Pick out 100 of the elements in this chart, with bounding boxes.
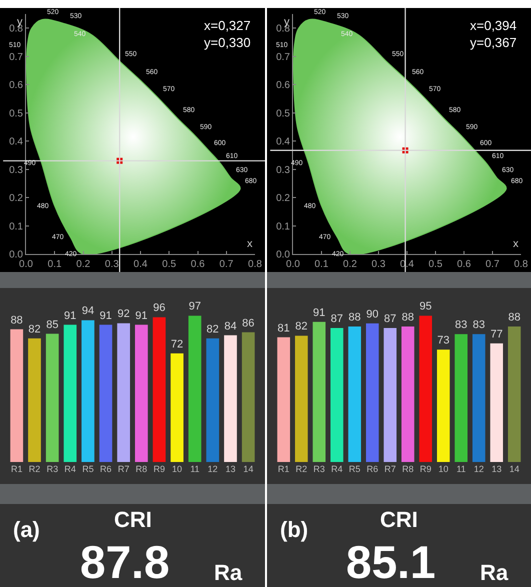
x-tick-label: R6 <box>100 464 112 474</box>
x-tick-label: 0.7 <box>219 259 234 270</box>
bar <box>312 322 326 462</box>
data-label: 88 <box>10 314 23 326</box>
data-label: 91 <box>100 310 112 322</box>
bar <box>152 317 166 462</box>
x-tick-label: R9 <box>420 464 432 474</box>
x-tick-label: 0.7 <box>486 259 500 270</box>
bar <box>401 326 414 462</box>
x-tick-label: R5 <box>82 464 94 474</box>
data-label: 85 <box>46 318 58 331</box>
annotation: x=0,327 <box>204 18 251 33</box>
x-tick-label: 0.8 <box>248 259 262 270</box>
annotation: y=0,330 <box>204 34 251 50</box>
y-tick-label: 0.6 <box>9 80 24 92</box>
x-tick-label: 0.2 <box>76 259 91 270</box>
y-tick-label: 0.3 <box>9 164 24 176</box>
data-label: 91 <box>135 310 148 322</box>
data-label: 83 <box>472 319 485 332</box>
bar <box>454 334 468 462</box>
bar <box>419 316 432 462</box>
x-tick-label: 0.0 <box>286 259 300 270</box>
data-label: 88 <box>402 311 414 324</box>
text: Ra <box>214 560 243 585</box>
x-tick-label: R2 <box>296 464 308 474</box>
x-tick-label: R7 <box>384 464 396 474</box>
data-label: 82 <box>295 320 308 333</box>
x-tick-label: R2 <box>28 464 40 474</box>
x-tick-label: R5 <box>348 464 360 474</box>
text: (b) <box>280 517 308 542</box>
data-label: 86 <box>242 317 254 330</box>
y-tick-label: 0.3 <box>276 164 290 176</box>
text: (a) <box>13 517 40 542</box>
x-tick-label: R8 <box>402 464 414 474</box>
bar <box>134 324 148 462</box>
x-tick-label: 0.6 <box>190 259 206 270</box>
y-tick-label: 0.2 <box>9 193 24 204</box>
x-tick-label: 12 <box>474 464 484 474</box>
y-tick-label: 0.7 <box>9 52 24 63</box>
x-tick-label: 0.1 <box>314 259 329 270</box>
x-tick-label: R1 <box>10 464 22 474</box>
bar <box>330 328 344 462</box>
data-label: 73 <box>437 334 450 347</box>
bar <box>295 336 308 462</box>
x-axis-title: x <box>247 238 253 250</box>
x-tick-label: 0.2 <box>343 259 358 270</box>
x-tick-label: R1 <box>278 464 290 474</box>
x-tick-label: 11 <box>456 464 466 474</box>
data-label: 91 <box>64 310 76 322</box>
x-tick-label: 0.0 <box>19 259 34 270</box>
x-tick-label: 11 <box>190 464 200 474</box>
y-tick-label: 0.6 <box>276 80 290 92</box>
bar <box>99 324 112 462</box>
data-label: 81 <box>278 322 290 334</box>
bar <box>28 338 41 462</box>
x-tick-label: R3 <box>46 464 58 474</box>
data-label: 87 <box>384 313 396 326</box>
x-tick-label: 0.5 <box>162 259 177 270</box>
annotation: x=0,394 <box>470 18 517 33</box>
annotation: y=0,367 <box>470 34 517 50</box>
text: Ra <box>480 560 509 585</box>
x-tick-label: 0.3 <box>372 259 386 270</box>
y-tick-label: 0.1 <box>276 221 290 232</box>
text: CRI <box>380 507 418 532</box>
x-tick-label: 14 <box>243 464 254 474</box>
x-tick-label: 0.8 <box>514 259 528 270</box>
x-tick-label: R8 <box>136 464 148 474</box>
x-tick-label: 10 <box>438 464 448 474</box>
x-tick-label: 14 <box>509 464 520 474</box>
x-tick-label: R4 <box>64 464 76 474</box>
bar <box>82 320 94 462</box>
y-tick-label: 0.1 <box>9 221 24 232</box>
data-label: 97 <box>188 300 201 313</box>
y-tick-label: 0.4 <box>276 136 290 148</box>
x-tick-label: 0.6 <box>457 259 472 270</box>
data-label: 82 <box>206 323 219 336</box>
bar <box>10 329 24 462</box>
bar <box>490 343 503 462</box>
data-label: 88 <box>508 311 520 324</box>
x-tick-label: 0.5 <box>428 259 443 270</box>
data-label: 72 <box>170 338 184 350</box>
x-tick-label: R9 <box>153 464 165 474</box>
x-tick-label: 0.1 <box>48 259 62 270</box>
bar <box>508 326 521 462</box>
bar <box>348 326 362 462</box>
x-tick-label: 12 <box>208 464 218 474</box>
data-label: 96 <box>153 302 166 314</box>
x-tick-label: R7 <box>118 464 130 474</box>
x-tick-label: R4 <box>331 464 343 474</box>
bar <box>242 332 255 462</box>
text: 85.1 <box>346 536 436 587</box>
data-label: 92 <box>117 308 130 320</box>
data-label: 94 <box>82 305 94 318</box>
x-tick-label: 10 <box>172 464 182 474</box>
x-tick-label: R6 <box>366 464 378 474</box>
y-tick-label: 0.0 <box>276 250 290 260</box>
bar <box>170 353 184 462</box>
y-tick-label: 0.2 <box>276 193 290 204</box>
x-tick-label: 13 <box>225 464 236 474</box>
x-tick-label: 13 <box>492 464 502 474</box>
